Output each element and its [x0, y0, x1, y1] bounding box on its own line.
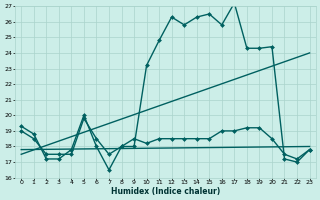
- X-axis label: Humidex (Indice chaleur): Humidex (Indice chaleur): [111, 187, 220, 196]
